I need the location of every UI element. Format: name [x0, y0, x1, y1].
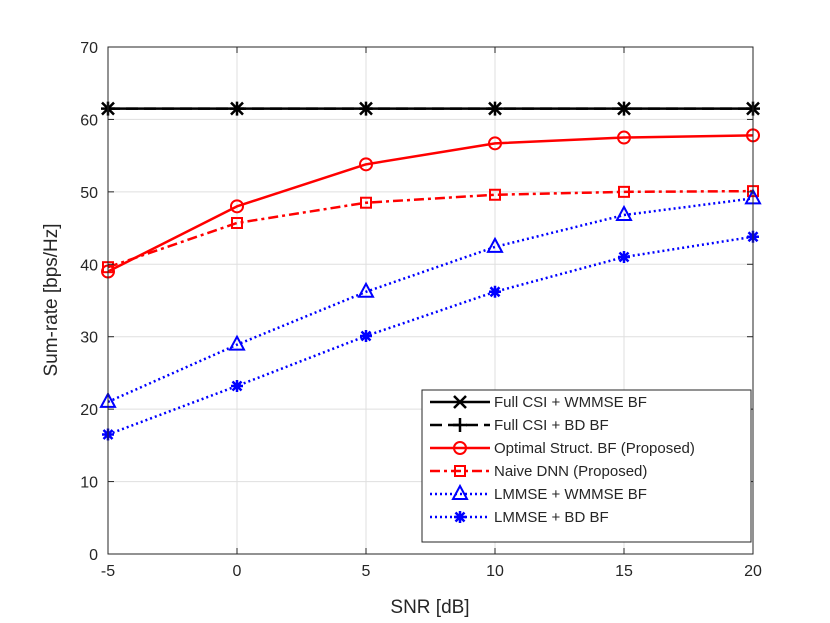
y-tick-label: 40 [80, 257, 98, 274]
y-axis-label: Sum-rate [bps/Hz] [41, 223, 62, 376]
y-tick-label: 60 [80, 112, 98, 129]
axes-box [107, 46, 754, 555]
x-tick-label: 5 [362, 563, 371, 580]
legend-marker [454, 511, 466, 523]
data-point [231, 379, 243, 392]
data-point [359, 101, 373, 116]
data-point [488, 136, 502, 151]
x-tick-label: 10 [486, 563, 504, 580]
legend-label: Optimal Struct. BF (Proposed) [494, 440, 695, 457]
data-point [615, 204, 633, 222]
legend: Full CSI + WMMSE BF Full CSI + BD BF Optim… [421, 389, 752, 543]
data-point [230, 101, 244, 116]
x-tick-label: 15 [615, 563, 633, 580]
data-point [359, 157, 373, 172]
data-point [618, 251, 630, 264]
x-tick-label: 20 [744, 563, 762, 580]
series-line [107, 134, 754, 273]
legend-label: Full CSI + BD BF [494, 417, 609, 434]
legend-label: Naive DNN (Proposed) [494, 463, 647, 480]
series-layer [99, 101, 762, 441]
data-point [489, 188, 501, 201]
series-line [107, 189, 754, 269]
x-tick-label: -5 [101, 563, 115, 580]
data-point [618, 185, 630, 198]
y-tick-label: 20 [80, 402, 98, 419]
x-tick-label: 0 [233, 563, 242, 580]
y-tick-label: 30 [80, 330, 98, 347]
data-point [617, 101, 631, 116]
legend-marker [453, 441, 467, 455]
legend-label: LMMSE + BD BF [494, 509, 609, 526]
data-point [230, 199, 244, 214]
data-point [486, 236, 504, 253]
y-tick-label: 10 [80, 475, 98, 492]
legend-label: Full CSI + WMMSE BF [494, 394, 647, 411]
legend-label: LMMSE + WMMSE BF [494, 486, 647, 503]
data-point [617, 130, 631, 145]
data-point [231, 217, 243, 230]
data-point [357, 281, 375, 298]
y-tick-label: 70 [80, 40, 98, 57]
data-point [360, 329, 372, 342]
series-5 [99, 188, 762, 408]
y-tick-label: 0 [89, 547, 98, 564]
legend-marker [454, 465, 466, 477]
y-tick-label: 50 [80, 185, 98, 202]
x-axis-label: SNR [dB] [390, 597, 469, 618]
legend-marker [453, 418, 467, 432]
data-point [489, 285, 501, 298]
data-point [228, 334, 246, 351]
legend-marker [453, 395, 467, 409]
legend-marker [451, 483, 469, 500]
series-line [107, 197, 754, 404]
data-point [488, 101, 502, 116]
data-point [360, 196, 372, 209]
